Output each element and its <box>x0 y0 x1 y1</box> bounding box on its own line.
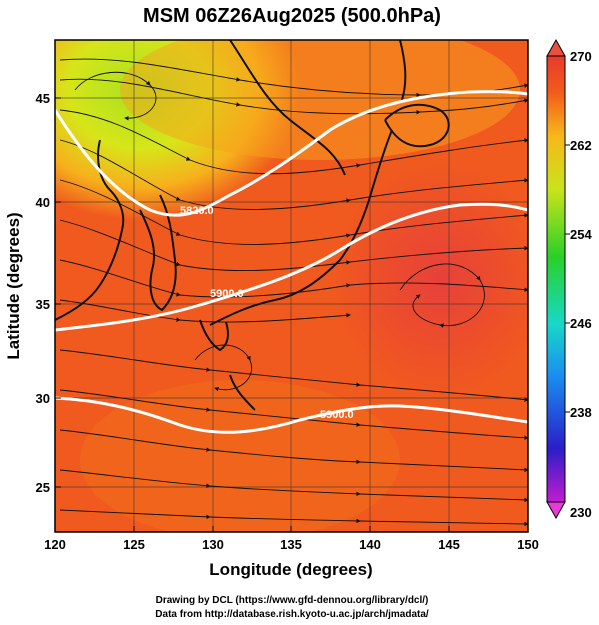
colorbar-tick-238: 238 <box>570 405 592 420</box>
x-axis-ticks: 120 125 130 135 140 145 150 <box>44 526 539 552</box>
warm-region-east <box>330 160 528 400</box>
colorbar-tick-270: 270 <box>570 49 592 64</box>
x-tick-120: 120 <box>44 537 66 552</box>
colorbar-gradient <box>546 55 566 503</box>
y-axis-label: Latitude (degrees) <box>4 212 23 359</box>
y-tick-25: 25 <box>36 480 50 495</box>
contour-5820 <box>55 90 528 217</box>
contour-5900-north <box>55 202 528 332</box>
height-contours <box>55 90 528 434</box>
contour-labels: 5820.0 5900.0 5900.0 <box>180 205 354 421</box>
plot-area: 5820.0 5900.0 5900.0 <box>55 40 528 532</box>
colorbar-tick-262: 262 <box>570 138 592 153</box>
x-axis-label: Longitude (degrees) <box>209 560 372 579</box>
y-tick-45: 45 <box>36 91 50 106</box>
y-tick-30: 30 <box>36 391 50 406</box>
colorbar-top-arrow <box>546 38 566 57</box>
map-title: MSM 06Z26Aug2025 (500.0hPa) <box>143 5 441 27</box>
colorbar-tick-254: 254 <box>570 227 592 242</box>
streamlines <box>59 58 528 527</box>
x-tick-145: 145 <box>438 537 460 552</box>
x-tick-135: 135 <box>280 537 302 552</box>
coast-korea <box>139 194 177 312</box>
credit-data: Data from http://database.rish.kyoto-u.a… <box>155 609 429 620</box>
x-tick-130: 130 <box>202 537 224 552</box>
credit-drawing: Drawing by DCL (https://www.gfd-dennou.o… <box>156 595 429 606</box>
x-tick-125: 125 <box>123 537 145 552</box>
warm-region-south <box>80 380 400 532</box>
coast-china <box>55 139 125 321</box>
contour-label-5900-south: 5900.0 <box>320 409 354 421</box>
colorbar: 270 262 254 246 238 230 <box>546 38 592 520</box>
x-tick-140: 140 <box>359 537 381 552</box>
colorbar-bottom-arrow <box>546 501 566 520</box>
y-tick-40: 40 <box>36 195 50 210</box>
x-tick-150: 150 <box>517 537 539 552</box>
colorbar-tick-230: 230 <box>570 505 592 520</box>
contour-label-5900-north: 5900.0 <box>210 288 244 300</box>
colorbar-tick-246: 246 <box>570 316 592 331</box>
contour-label-5820: 5820.0 <box>180 205 214 217</box>
contour-5900-south <box>55 396 528 434</box>
y-tick-35: 35 <box>36 297 50 312</box>
coast-kyushu <box>199 319 229 352</box>
y-axis-ticks: 25 30 35 40 45 <box>36 91 61 495</box>
